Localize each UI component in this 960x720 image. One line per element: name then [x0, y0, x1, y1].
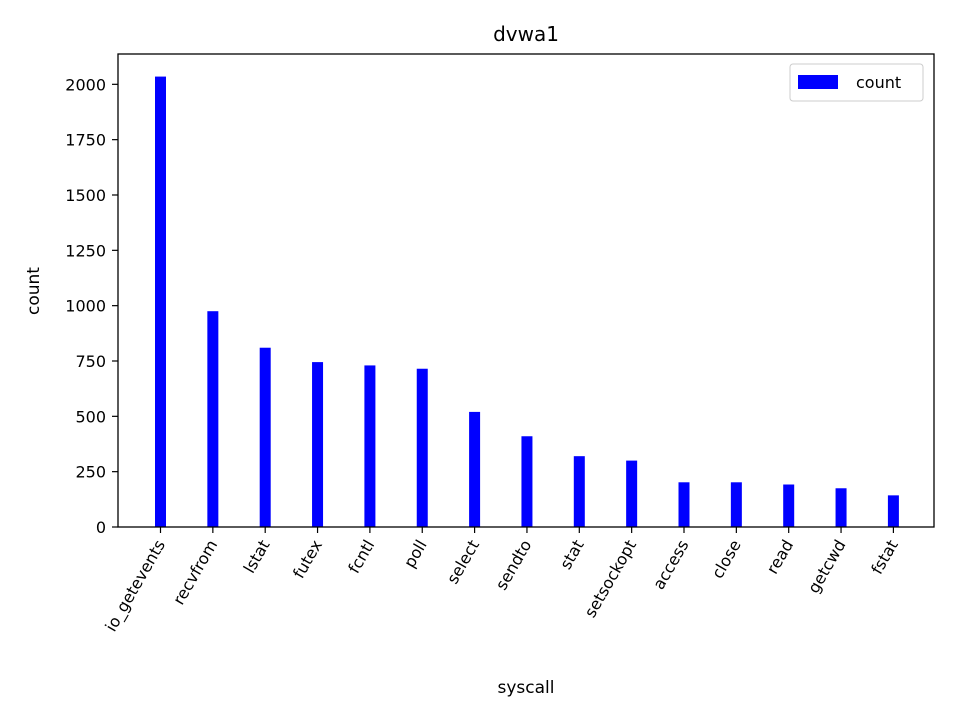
y-tick-label-250: 250 [75, 463, 106, 482]
bar-sendto [521, 436, 533, 527]
bar-access [678, 482, 690, 527]
bar-fcntl [364, 365, 376, 527]
bar-poll [416, 368, 428, 527]
x-axis-label: syscall [498, 678, 555, 698]
y-axis-label: count [24, 267, 44, 315]
y-tick-label-1250: 1250 [65, 241, 106, 260]
bar-read [783, 484, 795, 527]
y-axis: 0 250 500 750 1000 1250 1500 1750 2000 [65, 75, 118, 537]
y-tick-label-0: 0 [96, 518, 106, 537]
bar-setsockopt [626, 460, 638, 527]
bar-futex [312, 362, 324, 527]
legend-frame [789, 63, 924, 102]
legend: count [789, 63, 924, 102]
bar-lstat [259, 347, 271, 527]
legend-label-count: count [856, 73, 901, 92]
bar-close [730, 482, 742, 527]
y-tick-label-1500: 1500 [65, 186, 106, 205]
legend-swatch [798, 75, 838, 89]
bar-stat [573, 456, 585, 527]
y-tick-label-750: 750 [75, 352, 106, 371]
bar-recvfrom [207, 311, 219, 527]
bar-fstat [887, 495, 899, 527]
bar-io_getevents [155, 76, 166, 527]
y-tick-label-2000: 2000 [65, 75, 106, 94]
bars-group [155, 76, 899, 527]
y-tick-label-1750: 1750 [65, 131, 106, 150]
y-tick-label-1000: 1000 [65, 297, 106, 316]
chart-title: dvwa1 [493, 22, 559, 46]
y-tick-label-500: 500 [75, 407, 106, 426]
bar-getcwd [835, 488, 847, 527]
plot-frame [117, 53, 935, 528]
bar-select [469, 411, 481, 527]
